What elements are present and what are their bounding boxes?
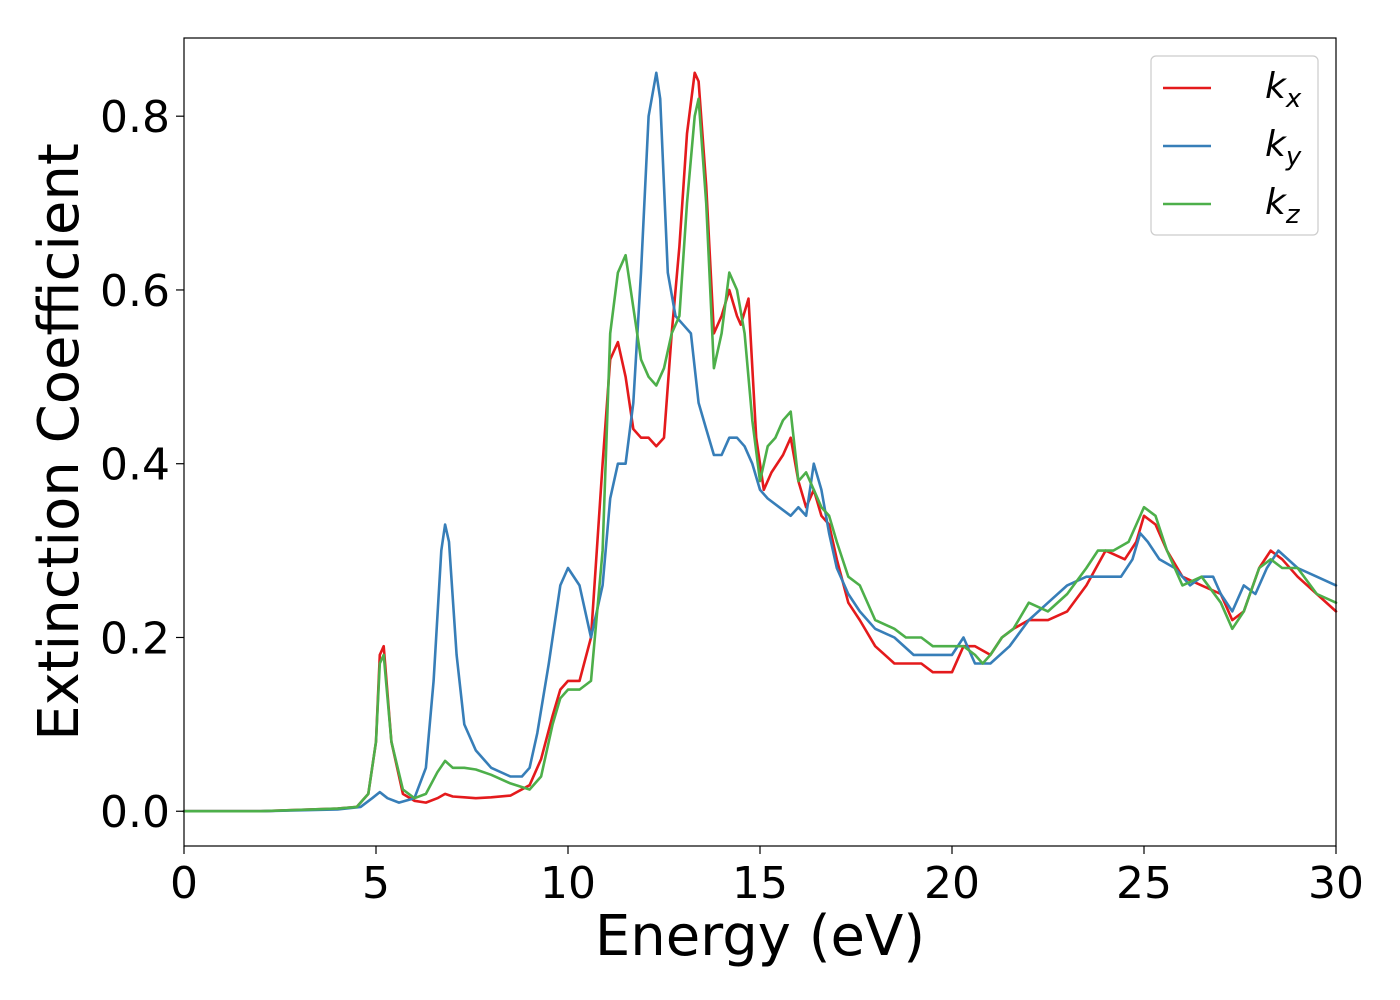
y-axis-title: Extinction Coefficient (27, 143, 92, 741)
series-line-ky (182, 71, 1338, 813)
x-tick-label: 0 (170, 858, 198, 909)
x-tick-label: 5 (362, 858, 390, 909)
x-tick-label: 15 (732, 858, 788, 909)
y-tick-label: 0.4 (100, 440, 170, 491)
x-tick-label: 10 (540, 858, 596, 909)
y-tick-label: 0.6 (100, 266, 170, 317)
x-axis-title: Energy (eV) (595, 904, 925, 969)
legend-label-ky: ky (1265, 124, 1302, 172)
y-axis: 0.0 0.2 0.4 0.6 0.8 (100, 92, 184, 838)
x-tick-label: 25 (1116, 858, 1172, 909)
legend-box (1150, 55, 1319, 236)
series-layer (182, 71, 1338, 813)
legend: kx ky kz (1150, 55, 1319, 236)
y-tick-label: 0.0 (100, 787, 170, 838)
legend-label-kz: kz (1265, 182, 1301, 230)
y-tick-label: 0.2 (100, 613, 170, 664)
x-tick-label: 20 (924, 858, 980, 909)
x-axis: 0 5 10 15 20 25 30 (170, 846, 1364, 909)
series-line-kz (182, 97, 1338, 813)
y-tick-label: 0.8 (100, 92, 170, 143)
x-tick-label: 30 (1308, 858, 1364, 909)
series-line-kx (182, 71, 1338, 813)
legend-label-kx: kx (1265, 66, 1302, 114)
